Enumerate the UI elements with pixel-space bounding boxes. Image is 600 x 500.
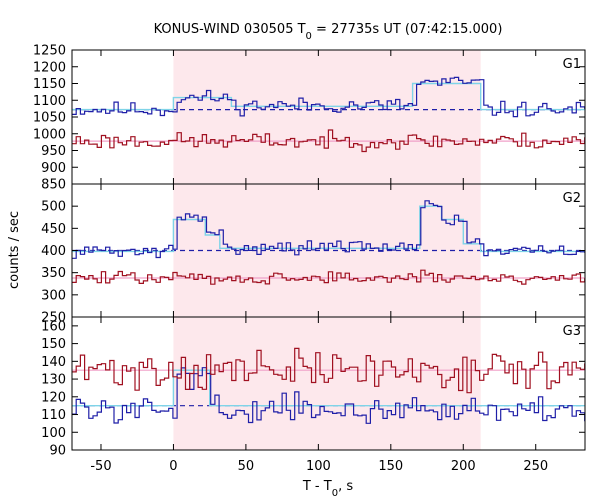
step-fit-line <box>72 369 585 407</box>
y-tick-label: 250 <box>41 311 66 326</box>
x-tick-label: 100 <box>306 459 331 474</box>
x-tick-label: 0 <box>169 459 177 474</box>
panel-g3: 90 100 110 120 130 140 150 160 G3 <box>41 316 586 459</box>
y-tick-label: 120 <box>41 390 66 405</box>
y-tick-label: 160 <box>41 319 66 334</box>
panel-frame <box>71 316 586 451</box>
y-tick-label: 100 <box>41 426 66 441</box>
x-tick-label: 150 <box>378 459 403 474</box>
y-tick-label: 90 <box>49 444 66 459</box>
panel-label: G1 <box>563 57 581 72</box>
panel-label: G2 <box>563 191 581 206</box>
y-tick-label: 1200 <box>33 60 66 75</box>
chart-title: KONUS-WIND 030505 T0 = 27735s UT (07:42:… <box>154 22 503 42</box>
x-tick-label: 250 <box>523 459 548 474</box>
y-tick-label: 140 <box>41 355 66 370</box>
step-fit-line <box>72 205 585 253</box>
x-tick-label: 50 <box>238 459 255 474</box>
y-tick-label: 900 <box>41 161 66 176</box>
y-tick-label: 300 <box>41 288 66 303</box>
y-tick-label: 400 <box>41 244 66 259</box>
y-tick-label: 850 <box>41 178 66 193</box>
x-tick-label: -50 <box>90 459 111 474</box>
y-tick-label: 950 <box>41 144 66 159</box>
high-count-series <box>72 367 586 424</box>
high-count-series <box>72 200 586 259</box>
y-tick-label: 150 <box>41 337 66 352</box>
y-tick-label: 1150 <box>33 77 66 92</box>
panel-label: G3 <box>563 324 581 339</box>
y-tick-label: 1100 <box>33 94 66 109</box>
low-count-series <box>72 269 586 285</box>
x-tick-label: 200 <box>451 459 476 474</box>
y-tick-label: 500 <box>41 200 66 215</box>
y-axis-label: counts / sec <box>7 211 22 289</box>
y-tick-label: 130 <box>41 373 66 388</box>
panels-layer: 850900950100010501100115012001250G125030… <box>33 44 586 474</box>
y-tick-label: 1250 <box>33 44 66 59</box>
y-tick-label: 110 <box>41 408 66 423</box>
y-tick-label: 1050 <box>33 111 66 126</box>
y-tick-label: 450 <box>41 222 66 237</box>
x-axis-label: T - T0, s <box>302 479 353 499</box>
low-count-series <box>72 347 586 394</box>
high-count-series <box>72 76 586 118</box>
low-count-series <box>72 129 586 153</box>
y-tick-label: 350 <box>41 266 66 281</box>
y-tick-label: 1000 <box>33 127 66 142</box>
